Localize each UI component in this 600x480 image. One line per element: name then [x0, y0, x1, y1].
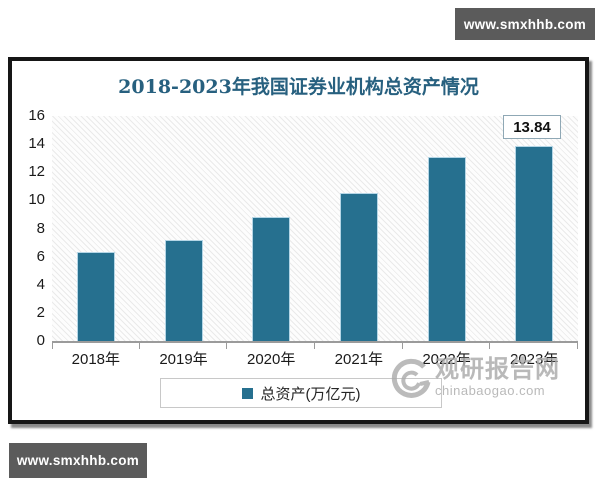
y-axis-tick-label: 6: [36, 248, 45, 265]
y-axis-tick-label: 10: [28, 191, 45, 208]
y-axis-tick-label: 0: [36, 332, 45, 349]
bar-2020: [252, 217, 291, 341]
category-slot-2019: 2019年: [140, 116, 228, 368]
category-slot-2022: 2022年: [403, 116, 491, 368]
data-label-box: 13.84: [503, 115, 561, 139]
x-axis-label: 2018年: [71, 351, 121, 368]
legend-label: 总资产(万亿元): [260, 385, 361, 403]
legend: 总资产(万亿元): [160, 378, 442, 408]
category-slot-2023: 2023年: [490, 116, 578, 368]
y-axis-tick-label: 14: [28, 135, 45, 152]
bar-2022: [427, 156, 466, 341]
x-axis-label: 2021年: [334, 351, 384, 368]
plot-area: 2018年 2019年 2020年 2021年 2022年 2023年: [52, 116, 578, 368]
x-axis-label: 2022年: [422, 351, 471, 368]
chart-frame: 2018-2023年我国证券业机构总资产情况 16 14 12 10 8 6 4…: [8, 57, 589, 424]
y-axis-tick-label: 16: [28, 107, 45, 124]
watermark: 观研报告网 chinabaogao.com: [390, 358, 560, 405]
bar-2018: [76, 252, 115, 341]
y-axis-tick-label: 2: [36, 304, 45, 321]
legend-swatch: [241, 387, 253, 399]
y-axis-tick-label: 12: [28, 163, 45, 180]
bottom-url-badge: www.smxhhb.com: [9, 443, 147, 478]
watermark-site-name: 观研报告网: [435, 356, 560, 383]
x-axis-label: 2023年: [510, 351, 559, 368]
watermark-site-url: chinabaogao.com: [435, 383, 546, 398]
category-slot-2020: 2020年: [227, 116, 315, 368]
y-axis-tick-label: 4: [36, 276, 45, 293]
category-slot-2018: 2018年: [52, 116, 140, 368]
bar-2021: [339, 193, 378, 341]
category-slot-2021: 2021年: [315, 116, 403, 368]
bar-2019: [164, 239, 203, 341]
x-axis-label: 2019年: [159, 351, 208, 368]
bar-series: 2018年 2019年 2020年 2021年 2022年 2023年: [52, 116, 578, 368]
chart-title: 2018-2023年我国证券业机构总资产情况: [118, 76, 479, 98]
top-url-badge: www.smxhhb.com: [455, 8, 595, 40]
y-axis-tick-label: 8: [36, 220, 45, 237]
x-axis-label: 2020年: [246, 351, 296, 368]
watermark-logo-icon: [390, 358, 432, 405]
bar-2023: [515, 146, 554, 341]
